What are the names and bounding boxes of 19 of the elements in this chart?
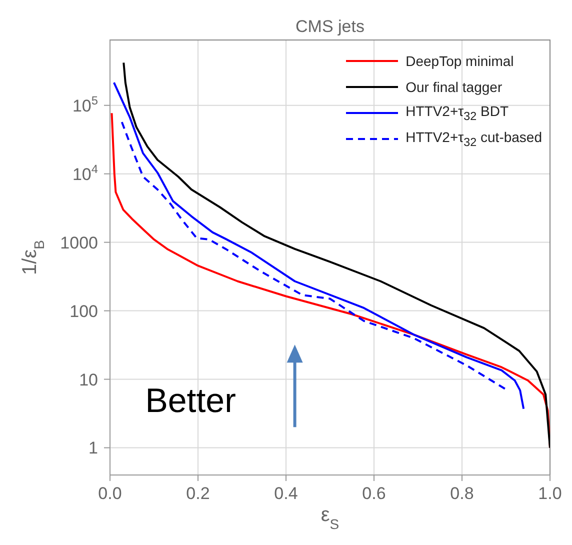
legend-label: Our final tagger [406,79,502,95]
legend-label: HTTV2+τ$_{32}$ cut-based [406,129,542,149]
x-tick-label: 1.0 [538,484,562,503]
x-tick-label: 0.0 [98,484,122,503]
legend-label: HTTV2+τ$_{32}$ BDT [406,103,509,123]
y-tick-label: 100 [70,302,98,321]
x-axis-title: ε$_{S}$ [320,504,340,532]
x-tick-label: 0.8 [450,484,474,503]
y-tick-label: 10$^{5}$ [72,93,98,116]
x-tick-label: 0.6 [362,484,386,503]
x-tick-label: 0.4 [274,484,298,503]
legend-label: DeepTop minimal [406,53,514,69]
y-tick-label: 1 [88,438,98,458]
y-tick-label: 1000 [60,233,98,252]
chart-title: CMS jets [296,17,364,36]
y-tick-label: 10$^{4}$ [72,162,98,184]
x-tick-label: 0.2 [186,484,210,503]
annotation: Better [145,382,236,420]
y-tick-label: 10 [79,370,98,390]
